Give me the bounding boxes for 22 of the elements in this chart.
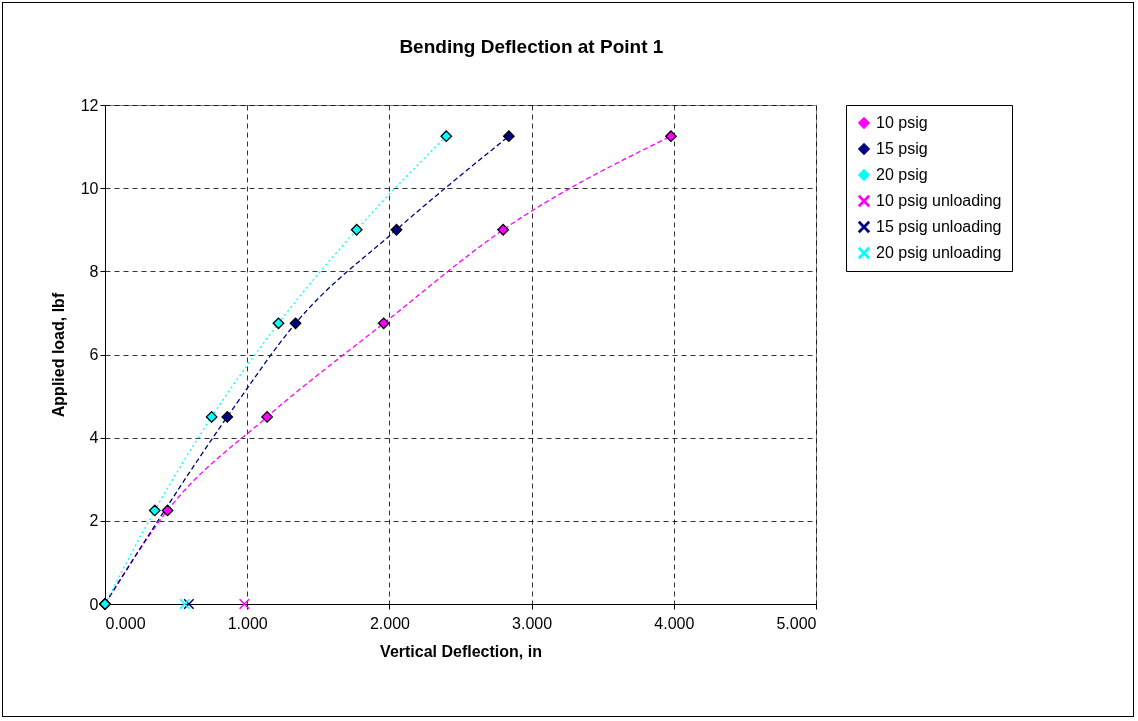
- x-tick-label: 0.000: [105, 614, 146, 632]
- legend-label: 20 psig: [876, 166, 928, 183]
- y-tick-label: 2: [89, 512, 99, 530]
- y-tick-label: 0: [89, 595, 99, 613]
- x-tick-label: 2.000: [369, 614, 411, 632]
- y-tick-label: 4: [89, 429, 99, 447]
- x-tick-label: 5.000: [776, 614, 817, 632]
- chart-title: Bending Deflection at Point 1: [399, 36, 664, 57]
- y-tick-label: 10: [80, 179, 99, 197]
- legend-label: 10 psig: [876, 114, 928, 131]
- y-tick-label: 6: [89, 346, 99, 363]
- x-tick-label: 4.000: [654, 614, 695, 632]
- y-tick-label: 12: [80, 96, 99, 114]
- x-tick-label: 1.000: [227, 614, 268, 632]
- legend-label: 10 psig unloading: [876, 192, 1002, 209]
- y-tick-label: 8: [89, 262, 99, 280]
- x-tick-label: 3.000: [512, 614, 553, 632]
- legend-label: 20 psig unloading: [876, 244, 1002, 261]
- y-axis-title: Applied load, lbf: [49, 292, 67, 418]
- legend-label: 15 psig: [876, 140, 928, 157]
- legend-label: 15 psig unloading: [876, 218, 1002, 235]
- x-axis-title: Vertical Deflection, in: [380, 642, 542, 660]
